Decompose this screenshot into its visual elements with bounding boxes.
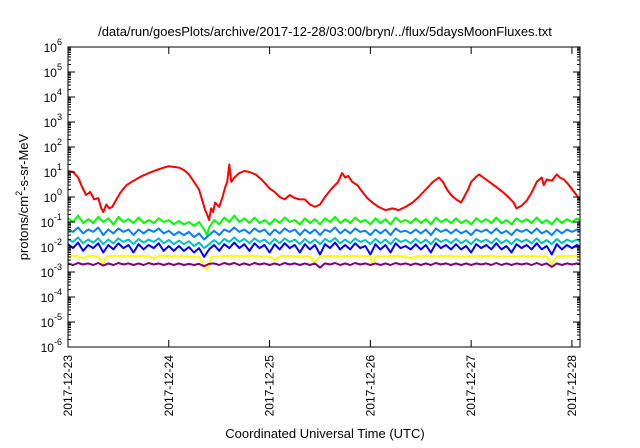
y-axis: 10-610-510-410-310-210-11001011021031041… [41,37,580,355]
y-tick-exponent: -3 [54,262,62,272]
y-tick-label: 10-5 [41,312,62,330]
x-tick-label: 2017-12-25 [263,355,277,417]
y-tick-base: 10 [44,91,58,105]
y-tick-exponent: 6 [57,37,62,47]
y-tick-label: 10-3 [41,262,62,280]
y-axis-label-rest: -s-sr-MeV [16,133,31,190]
y-tick-exponent: 1 [57,162,62,172]
y-tick-base: 10 [44,116,58,130]
y-tick-base: 10 [44,66,58,80]
series-line-1 [67,163,581,221]
y-tick-exponent: 3 [57,112,62,122]
y-tick-label: 10-1 [41,212,62,230]
y-tick-label: 104 [44,87,62,105]
y-tick-label: 102 [44,137,62,155]
y-tick-exponent: 4 [57,87,62,97]
y-tick-label: 10-4 [41,287,62,305]
y-tick-base: 10 [41,291,55,305]
series-line-6 [68,254,580,271]
x-tick-label: 2017-12-27 [464,355,478,417]
y-tick-label: 10-6 [41,337,62,355]
y-tick-base: 10 [41,316,55,330]
series-line-5 [67,241,581,258]
y-tick-base: 10 [41,241,55,255]
y-tick-base: 10 [44,41,58,55]
y-tick-base: 10 [41,216,55,230]
y-axis-label-base: protons/cm [16,196,31,260]
y-tick-exponent: 0 [57,187,62,197]
y-tick-label: 105 [44,62,62,80]
y-axis-label: protons/cm2-s-sr-MeV [14,133,31,260]
y-tick-base: 10 [44,191,58,205]
y-tick-base: 10 [41,266,55,280]
y-tick-base: 10 [44,141,58,155]
x-tick-label: 2017-12-28 [565,355,579,417]
series-layer [67,163,581,271]
y-tick-label: 101 [44,162,62,180]
x-axis: 2017-12-23 2017-12-24 2017-12-25 2017-12-26… [61,47,579,416]
y-tick-exponent: -5 [54,312,62,322]
series-line-2 [67,214,581,237]
series-line-7 [67,262,581,269]
x-tick-label: 2017-12-26 [363,355,377,417]
y-tick-exponent: -6 [54,337,62,347]
y-tick-exponent: 2 [57,137,62,147]
series-line-4 [67,236,581,250]
y-tick-label: 100 [44,187,62,205]
x-tick-label: 2017-12-23 [61,355,75,417]
y-tick-exponent: -1 [54,212,62,222]
y-tick-exponent: 5 [57,62,62,72]
x-axis-label: Coordinated Universal Time (UTC) [225,426,424,441]
y-tick-exponent: -4 [54,287,62,297]
y-tick-base: 10 [44,166,58,180]
y-tick-label: 106 [44,37,62,55]
y-tick-label: 10-2 [41,237,62,255]
chart-title: /data/run/goesPlots/archive/2017-12-28/0… [98,24,552,39]
y-axis-label-sup: 2 [14,191,24,196]
y-tick-label: 103 [44,112,62,130]
x-tick-label: 2017-12-24 [162,355,176,417]
series-line-3 [67,226,581,241]
y-tick-base: 10 [41,341,55,355]
y-tick-exponent: -2 [54,237,62,247]
